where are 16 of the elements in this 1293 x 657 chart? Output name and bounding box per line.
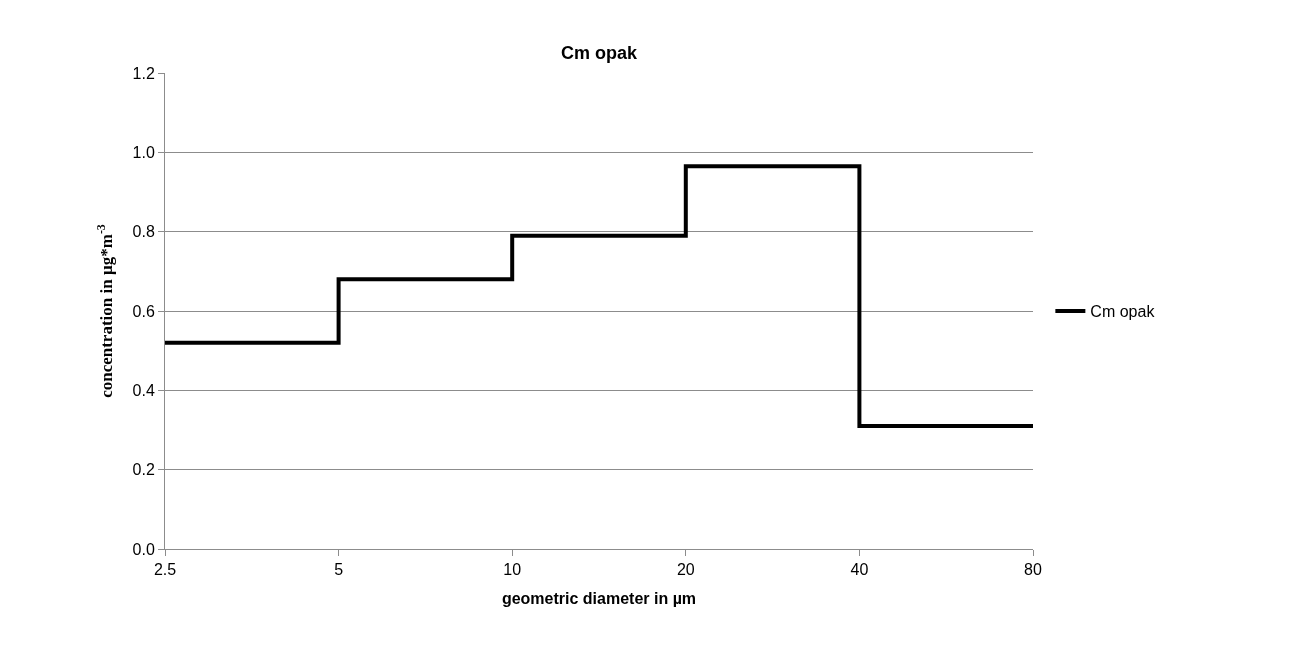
x-tick-label: 80: [1024, 561, 1042, 579]
x-tick-label: 5: [334, 561, 344, 579]
y-tick-label: 0.2: [132, 461, 155, 479]
y-tick-label: 0.6: [132, 302, 155, 320]
x-tick-label: 40: [850, 561, 869, 579]
y-tick-label: 1.0: [132, 143, 155, 161]
chart-title: Cm opak: [560, 42, 638, 63]
y-tick-label: 1.2: [132, 64, 155, 82]
x-tick-label: 2.5: [153, 561, 177, 579]
y-tick-label: 0.0: [132, 540, 155, 558]
x-tick-label: 10: [503, 561, 522, 579]
x-tick-label: 20: [676, 561, 695, 579]
y-tick-label: 0.8: [132, 223, 155, 241]
y-tick-label: 0.4: [132, 381, 155, 399]
x-axis-title: geometric diameter in µm: [501, 589, 697, 607]
legend-label: Cm opak: [1090, 303, 1156, 321]
